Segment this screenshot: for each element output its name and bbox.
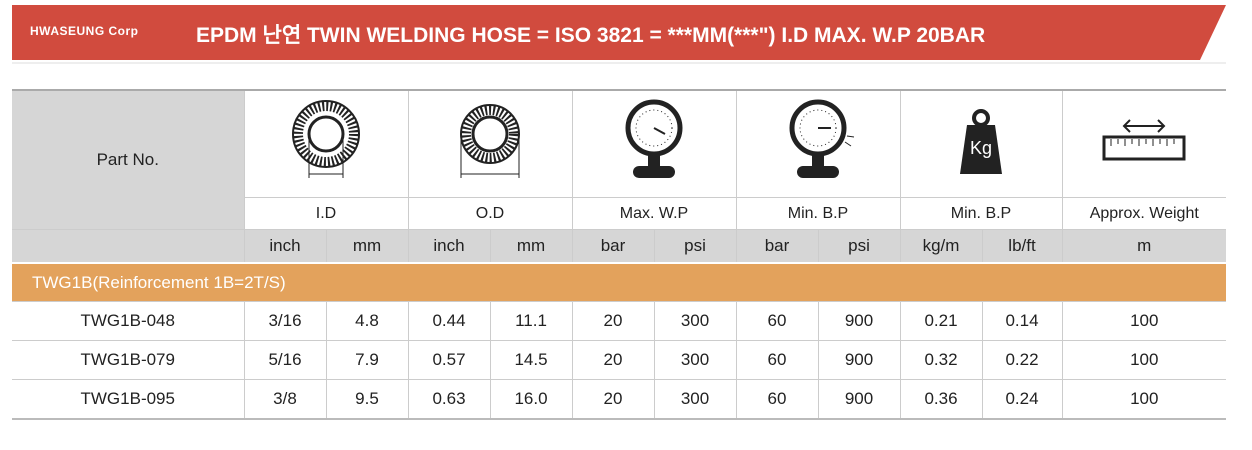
group-label: Min. B.P [735, 197, 901, 230]
data-cell: 300 [653, 301, 737, 341]
hose-icon [292, 99, 360, 178]
group-label: Max. W.P [571, 197, 737, 230]
data-cell: 0.24 [981, 379, 1063, 420]
brand: HWASEUNG Corp [30, 24, 139, 38]
ruler-icon [1102, 118, 1186, 160]
banner [12, 5, 1226, 64]
data-cell: 20 [571, 379, 655, 420]
gauge-icon [625, 99, 683, 178]
part-no: TWG1B-079 [12, 340, 245, 380]
unit-label: psi [653, 229, 737, 264]
icon-id [243, 89, 409, 198]
title: EPDM 난연 TWIN WELDING HOSE = ISO 3821 = *… [196, 24, 986, 47]
data-cell: 900 [817, 379, 901, 420]
unit-label: psi [817, 229, 901, 264]
data-cell: 300 [653, 340, 737, 380]
weight-icon: Kg [960, 108, 1002, 174]
section-label: TWG1B(Reinforcement 1B=2T/S) [12, 262, 1226, 302]
icon-bp [735, 89, 901, 198]
unit-label: mm [489, 229, 573, 264]
unit-label: lb/ft [981, 229, 1063, 264]
data-cell: 900 [817, 340, 901, 380]
gauge-icon [789, 99, 855, 178]
data-cell: 300 [653, 379, 737, 420]
unit-label: bar [571, 229, 655, 264]
data-cell: 3/16 [243, 301, 327, 341]
data-row: TWG1B-048 3/16 4.8 0.44 11.1 20 300 60 900 0.21 0.… [12, 301, 1226, 341]
data-cell: 60 [735, 379, 819, 420]
banner-bg [12, 5, 1226, 60]
unit-label: inch [407, 229, 491, 264]
unit-label: inch [243, 229, 327, 264]
group-label: Approx. Weight [1061, 197, 1226, 230]
data-cell: 0.32 [899, 340, 983, 380]
unit-label: kg/m [899, 229, 983, 264]
hose-icon [460, 103, 520, 178]
data-cell: 7.9 [325, 340, 409, 380]
data-cell: 60 [735, 301, 819, 341]
data-cell: 3/8 [243, 379, 327, 420]
part-no-header: Part No. [12, 89, 245, 230]
part-no: TWG1B-095 [12, 379, 245, 420]
icon-weight: Kg [899, 89, 1063, 198]
data-cell: 0.21 [899, 301, 983, 341]
icon-od [407, 89, 573, 198]
group-label: O.D [407, 197, 573, 230]
group-label: I.D [244, 197, 409, 230]
unit-label: bar [735, 229, 819, 264]
icon-length [1061, 89, 1226, 198]
data-cell: 0.44 [407, 301, 491, 341]
data-cell: 20 [571, 340, 655, 380]
data-cell: 100 [1061, 340, 1226, 380]
data-cell: 0.63 [407, 379, 491, 420]
unit-label: mm [325, 229, 409, 264]
data-cell: 0.57 [407, 340, 491, 380]
data-cell: 60 [735, 340, 819, 380]
data-cell: 0.36 [899, 379, 983, 420]
data-row: TWG1B-079 5/16 7.9 0.57 14.5 20 300 60 900 0.32 0.… [12, 340, 1226, 380]
data-cell: 20 [571, 301, 655, 341]
data-cell: 100 [1061, 379, 1226, 420]
part-no: TWG1B-048 [12, 301, 245, 341]
icon-wp [571, 89, 737, 198]
data-cell: 0.22 [981, 340, 1063, 380]
data-cell: 14.5 [489, 340, 573, 380]
group-label: Min. B.P [899, 197, 1063, 230]
weight-icon-text: Kg [970, 138, 992, 158]
data-cell: 4.8 [325, 301, 409, 341]
data-cell: 16.0 [489, 379, 573, 420]
unit-label: m [1061, 229, 1226, 264]
data-row: TWG1B-095 3/8 9.5 0.63 16.0 20 300 60 900 0.36 0.2… [12, 379, 1226, 420]
spec-table: Part No. Kg I.D O.D Max. W.P Min. B.P Min. B… [12, 89, 1226, 420]
data-cell: 900 [817, 301, 901, 341]
data-cell: 0.14 [981, 301, 1063, 341]
data-cell: 5/16 [243, 340, 327, 380]
data-cell: 100 [1061, 301, 1226, 341]
unit-spacer [12, 229, 245, 264]
data-cell: 11.1 [489, 301, 573, 341]
data-cell: 9.5 [325, 379, 409, 420]
